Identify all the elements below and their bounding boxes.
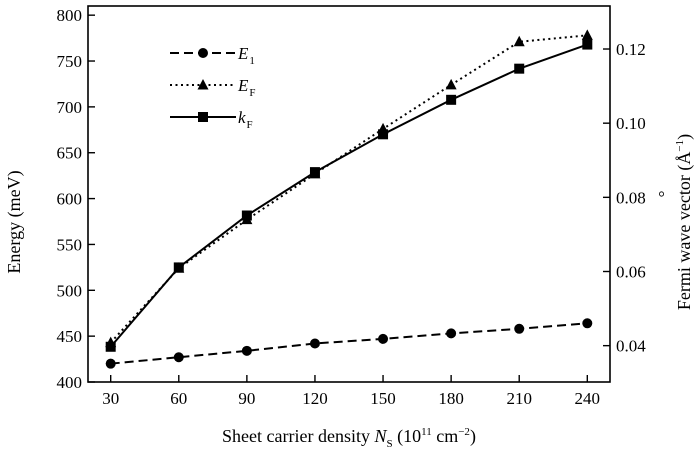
data-point-e1: [173, 352, 184, 363]
y-left-tick-label: 450: [57, 327, 83, 346]
data-point-e1: [105, 358, 116, 369]
y-left-tick-label: 400: [57, 373, 83, 392]
data-point-kf: [173, 262, 184, 273]
data-point-ef: [445, 78, 457, 90]
series-line-ef: [109, 34, 588, 344]
data-point-kf: [582, 39, 593, 50]
data-point-kf: [446, 94, 457, 105]
data-point-e1: [378, 333, 389, 344]
data-point-kf: [309, 167, 320, 178]
y-left-tick-label: 800: [57, 6, 83, 25]
data-point-kf: [514, 63, 525, 74]
x-tick-label: 180: [438, 389, 464, 408]
data-point-e1: [309, 338, 320, 349]
y-right-tick-label: 0.12: [616, 40, 646, 59]
data-point-e1: [582, 318, 593, 329]
x-tick-label: 150: [370, 389, 396, 408]
data-point-ef: [581, 29, 593, 40]
legend-marker-ef: [197, 79, 209, 90]
y-right-tick-label: 0.04: [616, 337, 646, 356]
legend-marker-e1: [198, 48, 208, 58]
legend-marker-kf: [198, 112, 208, 122]
data-point-e1: [241, 345, 252, 356]
data-point-kf: [241, 210, 252, 221]
data-point-e1: [514, 323, 525, 334]
y-right-tick-label: 0.08: [616, 188, 646, 207]
data-point-kf: [378, 129, 389, 140]
x-tick-label: 90: [238, 389, 255, 408]
x-tick-label: 30: [102, 389, 119, 408]
y-right-tick-label: 0.06: [616, 262, 646, 281]
x-axis-title: Sheet carrier density NS (1011 cm−2): [222, 426, 476, 450]
data-point-kf: [105, 341, 116, 352]
series-line-kf: [109, 43, 588, 348]
legend-label-kf: kF: [238, 108, 253, 131]
y-axis-right-title: Fermi wave vector (Å−1): [674, 134, 695, 310]
y-left-tick-label: 700: [57, 98, 83, 117]
x-tick-label: 120: [302, 389, 328, 408]
y-axis-left-title: Energy (meV): [4, 170, 25, 273]
x-tick-label: 240: [575, 389, 601, 408]
y-right-tick-label: 0.10: [616, 114, 646, 133]
y-left-tick-label: 500: [57, 281, 83, 300]
x-tick-label: 210: [506, 389, 532, 408]
plot-frame: [87, 5, 611, 383]
x-tick-label: 60: [170, 389, 187, 408]
series-line-e1: [110, 322, 588, 365]
data-point-e1: [446, 328, 457, 339]
legend-label-e1: E1: [237, 44, 255, 67]
angstrom-ring: °: [655, 191, 674, 198]
legend-label-ef: EF: [237, 76, 256, 99]
y-left-tick-label: 550: [57, 235, 83, 254]
y-left-tick-label: 600: [57, 190, 83, 209]
data-point-ef: [513, 35, 525, 47]
y-left-tick-label: 750: [57, 52, 83, 71]
y-left-tick-label: 650: [57, 144, 83, 163]
